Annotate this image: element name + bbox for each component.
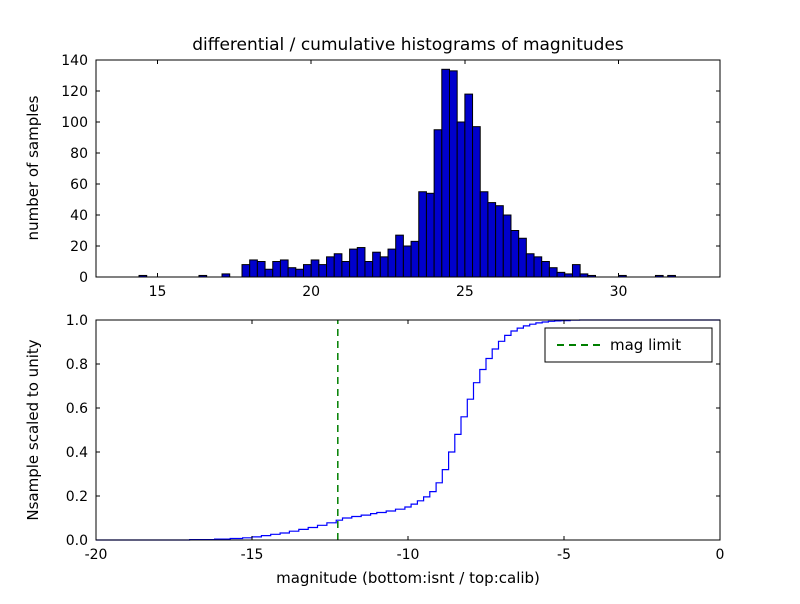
svg-text:-20: -20 <box>85 547 108 563</box>
svg-text:-10: -10 <box>397 547 420 563</box>
svg-text:0.4: 0.4 <box>66 445 88 461</box>
svg-text:0.6: 0.6 <box>66 401 88 417</box>
svg-text:-15: -15 <box>241 547 264 563</box>
svg-text:20: 20 <box>302 284 320 300</box>
histogram-plot-area: 15 20 25 30 0 20 40 60 80 100 120 140 <box>61 53 721 300</box>
svg-text:0: 0 <box>716 547 725 563</box>
svg-text:0.0: 0.0 <box>66 533 88 549</box>
svg-text:0.8: 0.8 <box>66 357 88 373</box>
top-y-axis-label: number of samples <box>24 95 42 240</box>
svg-text:0: 0 <box>79 270 88 286</box>
svg-text:100: 100 <box>61 115 88 131</box>
svg-text:20: 20 <box>70 239 88 255</box>
svg-text:140: 140 <box>61 53 88 69</box>
bottom-x-axis-label: magnitude (bottom:isnt / top:calib) <box>276 569 540 587</box>
svg-text:1.0: 1.0 <box>66 313 88 329</box>
svg-text:15: 15 <box>149 284 167 300</box>
cumulative-plot-area: -20 -15 -10 -5 0 0.0 0.2 0.4 0.6 0.8 1.0 <box>66 313 725 563</box>
chart-title: differential / cumulative histograms of … <box>192 35 624 55</box>
svg-text:120: 120 <box>61 84 88 100</box>
svg-text:80: 80 <box>70 146 88 162</box>
svg-text:30: 30 <box>610 284 628 300</box>
legend: mag limit <box>544 327 713 363</box>
svg-text:0.2: 0.2 <box>66 489 88 505</box>
legend-label: mag limit <box>610 336 681 354</box>
bottom-y-axis-label: Nsample scaled to unity <box>24 339 42 520</box>
svg-text:-5: -5 <box>557 547 571 563</box>
svg-text:40: 40 <box>70 208 88 224</box>
svg-text:25: 25 <box>456 284 474 300</box>
svg-text:60: 60 <box>70 177 88 193</box>
